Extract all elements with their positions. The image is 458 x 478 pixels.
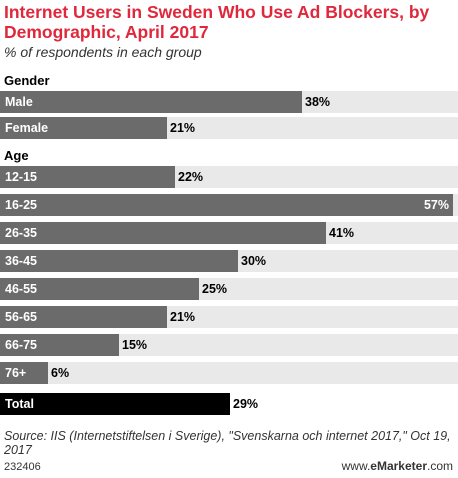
bar-row: 36-45 30%: [0, 250, 458, 272]
category-label: 16-25: [5, 198, 37, 212]
chart-title: Internet Users in Sweden Who Use Ad Bloc…: [4, 2, 430, 42]
source-note: Source: IIS (Internetstiftelsen i Sverig…: [4, 429, 451, 457]
bar-row: 46-55 25%: [0, 278, 458, 300]
category-label: Female: [5, 121, 49, 135]
total-bar: [0, 393, 230, 415]
chart-id: 232406: [4, 461, 41, 473]
bar: [0, 334, 119, 356]
bar-row: 66-75 15%: [0, 334, 458, 356]
value-label: 21%: [170, 121, 196, 135]
category-label: 26-35: [5, 226, 37, 240]
group-label-age: Age: [4, 148, 29, 163]
bar: [0, 194, 453, 216]
value-label: 6%: [51, 366, 70, 380]
value-label: 25%: [202, 282, 228, 296]
bar: [0, 250, 238, 272]
bar-row: 16-25 57%: [0, 194, 458, 216]
brand-prefix: www.: [341, 459, 371, 473]
category-label: 46-55: [5, 282, 37, 296]
bar-row: 12-15 22%: [0, 166, 458, 188]
value-label: 21%: [170, 310, 196, 324]
chart-subtitle: % of respondents in each group: [4, 44, 202, 60]
category-label: 56-65: [5, 310, 37, 324]
bar-row: 56-65 21%: [0, 306, 458, 328]
value-label: 30%: [241, 254, 267, 268]
bar-row: Female 21%: [0, 117, 458, 139]
brand-logo[interactable]: www.eMarketer.com: [342, 459, 453, 473]
category-label: Male: [5, 95, 33, 109]
category-label: 36-45: [5, 254, 37, 268]
value-label: 29%: [233, 397, 259, 411]
category-label: 76+: [5, 366, 27, 380]
value-label: 22%: [178, 170, 204, 184]
brand-suffix: .com: [426, 459, 453, 473]
group-label-gender: Gender: [4, 73, 50, 88]
bar: [0, 222, 326, 244]
category-label: Total: [5, 397, 34, 411]
value-label: 41%: [329, 226, 355, 240]
bar-row: 76+ 6%: [0, 362, 458, 384]
bar: [0, 278, 199, 300]
value-label: 57%: [423, 198, 449, 212]
brand-name: eMarketer: [370, 459, 427, 473]
bar: [0, 362, 48, 384]
value-label: 15%: [122, 338, 148, 352]
bar-row: Male 38%: [0, 91, 458, 113]
bar-track: [0, 362, 458, 384]
total-row: Total 29%: [0, 393, 458, 415]
category-label: 12-15: [5, 170, 37, 184]
category-label: 66-75: [5, 338, 37, 352]
value-label: 38%: [305, 95, 331, 109]
bar-row: 26-35 41%: [0, 222, 458, 244]
bar: [0, 166, 175, 188]
bar: [0, 306, 167, 328]
bar: [0, 117, 167, 139]
bar: [0, 91, 302, 113]
